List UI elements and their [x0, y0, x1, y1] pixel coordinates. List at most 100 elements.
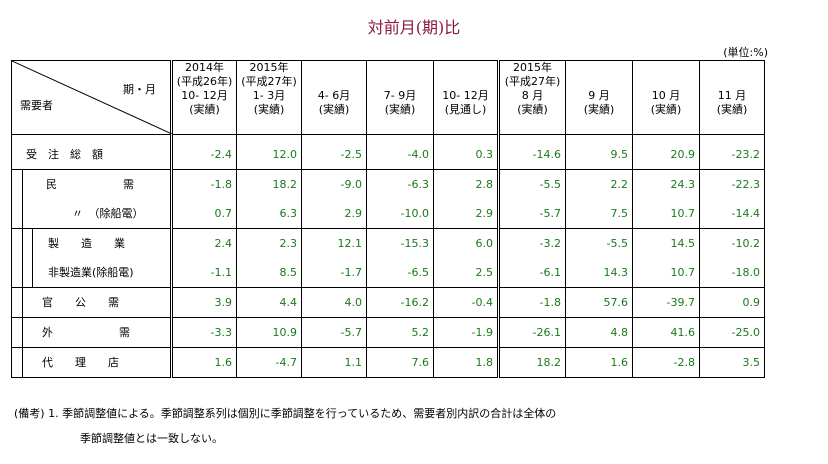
table-row: 民 需 -1.8 18.2 -9.0 -6.3 2.8 -5.5 2.2 24.…	[11, 169, 765, 199]
unit-label: (単位:%)	[723, 46, 768, 59]
cell: -2.5	[301, 140, 367, 170]
cell: 3.5	[699, 347, 765, 378]
cell: 2.8	[433, 169, 500, 199]
note-line-1: (備考) 1. 季節調整値による。季節調整系列は個別に季節調整を行っているため、…	[14, 407, 557, 420]
diagonal-line	[12, 61, 172, 134]
cell: 7.6	[366, 347, 434, 378]
row-label: 官 公 需	[42, 296, 119, 309]
cell: 12.0	[236, 140, 302, 170]
cell: -18.0	[699, 258, 765, 288]
corner-cell: 期・月 需要者	[11, 60, 173, 135]
cell: -22.3	[699, 169, 765, 199]
row-label: 外 需	[42, 326, 130, 339]
col-header: 2014年 (平成26年) 10- 12月 (実績)	[171, 60, 237, 135]
cell: 2.5	[433, 258, 500, 288]
cell: -0.4	[433, 287, 500, 318]
col-header: 2015年 (平成27年) 1- 3月 (実績)	[236, 60, 302, 135]
row-label: 民 需	[46, 178, 134, 191]
cell: -3.3	[171, 317, 237, 348]
cell: 14.3	[565, 258, 633, 288]
orders-table: 期・月 需要者 2014年 (平成26年) 10- 12月 (実績) 2015年 (平成…	[11, 60, 765, 378]
cell: 14.5	[632, 228, 700, 258]
table-row: 製 造 業 2.4 2.3 12.1 -15.3 6.0 -3.2 -5.5 1…	[11, 228, 765, 258]
cell: 10.9	[236, 317, 302, 348]
cell: 18.2	[498, 347, 566, 378]
cell: 4.8	[565, 317, 633, 348]
cell: 0.7	[171, 199, 237, 229]
cell: 3.9	[171, 287, 237, 318]
cell: 57.6	[565, 287, 633, 318]
cell: -14.6	[498, 140, 566, 170]
cell: -1.8	[498, 287, 566, 318]
table-row: 官 公 需 3.9 4.4 4.0 -16.2 -0.4 -1.8 57.6 -…	[11, 287, 765, 318]
cell: -4.0	[366, 140, 434, 170]
cell: 1.8	[433, 347, 500, 378]
cell: -1.1	[171, 258, 237, 288]
page-title: 対前月(期)比	[367, 18, 461, 37]
cell: 1.6	[565, 347, 633, 378]
cell: -6.5	[366, 258, 434, 288]
cell: 2.2	[565, 169, 633, 199]
cell: -5.5	[498, 169, 566, 199]
col-header: 4- 6月 (実績)	[301, 60, 367, 135]
cell: -1.9	[433, 317, 500, 348]
cell: 10.7	[632, 258, 700, 288]
cell: -15.3	[366, 228, 434, 258]
col-header: 9 月 (実績)	[565, 60, 633, 135]
table-row: 〃 （除船電） 0.7 6.3 2.9 -10.0 2.9 -5.7 7.5 1…	[11, 199, 765, 229]
cell: 8.5	[236, 258, 302, 288]
note-line-2: 季節調整値とは一致しない。	[80, 432, 223, 445]
corner-period-label: 期・月	[123, 83, 156, 96]
col-header: 10- 12月 (見通し)	[433, 60, 500, 135]
cell: 4.4	[236, 287, 302, 318]
cell: 0.3	[433, 140, 500, 170]
cell: -6.1	[498, 258, 566, 288]
cell: -5.5	[565, 228, 633, 258]
cell: 41.6	[632, 317, 700, 348]
cell: 20.9	[632, 140, 700, 170]
table-row: 非製造業(除船電) -1.1 8.5 -1.7 -6.5 2.5 -6.1 14…	[11, 258, 765, 288]
cell: -4.7	[236, 347, 302, 378]
cell: 18.2	[236, 169, 302, 199]
cell: 9.5	[565, 140, 633, 170]
cell: -16.2	[366, 287, 434, 318]
cell: 7.5	[565, 199, 633, 229]
table-row: 外 需 -3.3 10.9 -5.7 5.2 -1.9 -26.1 4.8 41…	[11, 317, 765, 348]
row-label: 〃 （除船電）	[72, 207, 144, 220]
cell: -1.8	[171, 169, 237, 199]
cell: 6.3	[236, 199, 302, 229]
cell: -10.2	[699, 228, 765, 258]
cell: 2.3	[236, 228, 302, 258]
cell: -2.4	[171, 140, 237, 170]
row-label: 非製造業(除船電)	[48, 266, 134, 279]
cell: -25.0	[699, 317, 765, 348]
cell: -9.0	[301, 169, 367, 199]
cell: 2.9	[433, 199, 500, 229]
cell: 4.0	[301, 287, 367, 318]
cell: 10.7	[632, 199, 700, 229]
cell: -14.4	[699, 199, 765, 229]
col-header: 2015年 (平成27年) 8 月 (実績)	[498, 60, 566, 135]
cell: 2.4	[171, 228, 237, 258]
cell: -23.2	[699, 140, 765, 170]
table-row: 受 注 総 額 -2.4 12.0 -2.5 -4.0 0.3 -14.6 9.…	[11, 140, 765, 170]
cell: 0.9	[699, 287, 765, 318]
row-label: 受 注 総 額	[26, 148, 103, 161]
header-row: 期・月 需要者 2014年 (平成26年) 10- 12月 (実績) 2015年 (平成…	[11, 60, 765, 135]
cell: -10.0	[366, 199, 434, 229]
cell: -5.7	[498, 199, 566, 229]
cell: -6.3	[366, 169, 434, 199]
cell: 5.2	[366, 317, 434, 348]
cell: 2.9	[301, 199, 367, 229]
cell: 1.1	[301, 347, 367, 378]
col-header: 11 月 (実績)	[699, 60, 765, 135]
corner-demand-label: 需要者	[20, 99, 53, 112]
cell: 24.3	[632, 169, 700, 199]
cell: 1.6	[171, 347, 237, 378]
cell: -1.7	[301, 258, 367, 288]
cell: 6.0	[433, 228, 500, 258]
row-label: 代 理 店	[42, 356, 119, 369]
col-header: 7- 9月 (実績)	[366, 60, 434, 135]
cell: -5.7	[301, 317, 367, 348]
col-header: 10 月 (実績)	[632, 60, 700, 135]
